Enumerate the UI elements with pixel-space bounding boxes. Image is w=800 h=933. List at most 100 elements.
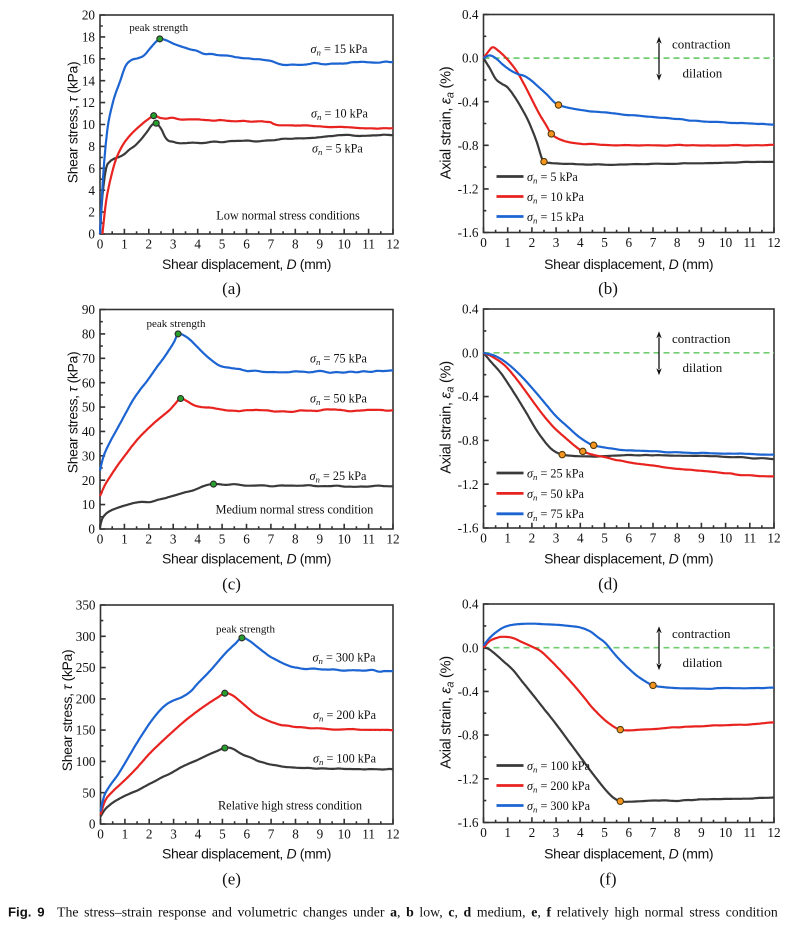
svg-text:0.0: 0.0 bbox=[462, 640, 479, 655]
svg-text:σn = 300 kPa: σn = 300 kPa bbox=[313, 651, 377, 667]
svg-text:6: 6 bbox=[626, 531, 633, 546]
svg-text:12: 12 bbox=[767, 235, 780, 250]
svg-text:0: 0 bbox=[88, 522, 95, 537]
svg-text:4: 4 bbox=[194, 237, 201, 252]
svg-text:4: 4 bbox=[194, 532, 201, 547]
svg-text:Axial strain, εa (%): Axial strain, εa (%) bbox=[439, 67, 457, 180]
svg-text:σn = 200 kPa: σn = 200 kPa bbox=[313, 708, 377, 724]
svg-text:8: 8 bbox=[674, 531, 681, 546]
svg-text:Shear stress, τ (kPa): Shear stress, τ (kPa) bbox=[65, 352, 81, 474]
svg-text:11: 11 bbox=[743, 531, 756, 546]
svg-text:σn = 25 kPa: σn = 25 kPa bbox=[310, 469, 367, 485]
svg-text:0.4: 0.4 bbox=[462, 597, 479, 612]
svg-text:10: 10 bbox=[82, 497, 96, 512]
svg-text:-0.4: -0.4 bbox=[458, 684, 479, 699]
svg-text:4: 4 bbox=[195, 827, 202, 842]
svg-text:60: 60 bbox=[82, 375, 96, 390]
svg-text:4: 4 bbox=[577, 825, 584, 840]
svg-text:Medium normal stress condition: Medium normal stress condition bbox=[216, 503, 374, 517]
svg-text:6: 6 bbox=[88, 161, 95, 176]
svg-text:5: 5 bbox=[601, 825, 608, 840]
svg-text:(c): (c) bbox=[222, 575, 241, 594]
svg-text:σn = 75 kPa: σn = 75 kPa bbox=[310, 352, 367, 368]
svg-text:8: 8 bbox=[88, 139, 95, 154]
svg-text:1: 1 bbox=[122, 827, 129, 842]
svg-text:9: 9 bbox=[317, 532, 324, 547]
svg-text:9: 9 bbox=[698, 531, 705, 546]
svg-text:2: 2 bbox=[529, 825, 536, 840]
svg-text:-1.6: -1.6 bbox=[458, 815, 479, 830]
svg-text:10: 10 bbox=[338, 237, 352, 252]
svg-text:2: 2 bbox=[146, 237, 153, 252]
svg-text:1: 1 bbox=[504, 825, 511, 840]
svg-text:(f): (f) bbox=[600, 870, 617, 889]
svg-text:σn = 15 kPa: σn = 15 kPa bbox=[311, 42, 368, 58]
svg-text:50: 50 bbox=[82, 400, 96, 415]
svg-text:50: 50 bbox=[82, 785, 96, 800]
svg-text:10: 10 bbox=[338, 827, 352, 842]
svg-text:2: 2 bbox=[529, 531, 536, 546]
svg-text:90: 90 bbox=[82, 302, 96, 317]
svg-text:350: 350 bbox=[76, 598, 96, 613]
svg-text:7: 7 bbox=[268, 237, 275, 252]
svg-text:0: 0 bbox=[97, 532, 104, 547]
svg-text:2: 2 bbox=[146, 532, 153, 547]
svg-text:11: 11 bbox=[743, 235, 756, 250]
svg-text:8: 8 bbox=[292, 237, 299, 252]
svg-text:σn = 100 kPa: σn = 100 kPa bbox=[527, 759, 591, 775]
svg-text:0: 0 bbox=[97, 827, 104, 842]
svg-text:6: 6 bbox=[244, 827, 251, 842]
svg-text:1: 1 bbox=[121, 532, 128, 547]
svg-text:12: 12 bbox=[386, 827, 399, 842]
svg-text:4: 4 bbox=[577, 531, 584, 546]
svg-text:-1.2: -1.2 bbox=[458, 771, 479, 786]
svg-text:11: 11 bbox=[362, 237, 375, 252]
svg-text:3: 3 bbox=[170, 827, 177, 842]
svg-text:8: 8 bbox=[674, 825, 681, 840]
svg-text:-0.8: -0.8 bbox=[458, 728, 479, 743]
svg-text:0.4: 0.4 bbox=[462, 302, 479, 317]
svg-text:Relative high stress condition: Relative high stress condition bbox=[218, 799, 362, 813]
svg-text:7: 7 bbox=[650, 531, 657, 546]
svg-text:Shear displacement, D (mm): Shear displacement, D (mm) bbox=[544, 550, 713, 566]
svg-text:(d): (d) bbox=[598, 575, 618, 594]
svg-text:40: 40 bbox=[82, 424, 96, 439]
svg-text:4: 4 bbox=[577, 235, 584, 250]
svg-text:4: 4 bbox=[88, 183, 95, 198]
svg-text:18: 18 bbox=[82, 30, 96, 45]
svg-text:-1.6: -1.6 bbox=[458, 521, 479, 536]
svg-text:12: 12 bbox=[767, 531, 780, 546]
svg-text:5: 5 bbox=[601, 235, 608, 250]
svg-text:-1.6: -1.6 bbox=[458, 225, 479, 240]
svg-text:σn = 50 kPa: σn = 50 kPa bbox=[310, 392, 367, 408]
svg-text:σn = 5 kPa: σn = 5 kPa bbox=[312, 142, 363, 158]
svg-text:12: 12 bbox=[386, 532, 399, 547]
svg-text:σn = 100 kPa: σn = 100 kPa bbox=[313, 752, 377, 768]
svg-text:Axial strain, εa (%): Axial strain, εa (%) bbox=[439, 361, 457, 474]
svg-text:10: 10 bbox=[719, 235, 733, 250]
svg-text:30: 30 bbox=[82, 448, 96, 463]
svg-text:dilation: dilation bbox=[683, 655, 723, 670]
svg-text:0: 0 bbox=[97, 237, 104, 252]
svg-text:1: 1 bbox=[504, 235, 511, 250]
svg-text:10: 10 bbox=[719, 531, 733, 546]
svg-text:2: 2 bbox=[529, 235, 536, 250]
svg-text:3: 3 bbox=[553, 531, 560, 546]
svg-text:200: 200 bbox=[76, 692, 96, 707]
svg-text:250: 250 bbox=[76, 660, 96, 675]
svg-text:20: 20 bbox=[82, 8, 96, 23]
svg-text:5: 5 bbox=[601, 531, 608, 546]
svg-text:σn = 50 kPa: σn = 50 kPa bbox=[527, 487, 584, 503]
svg-text:8: 8 bbox=[674, 235, 681, 250]
svg-text:peak strength: peak strength bbox=[216, 624, 275, 636]
svg-text:0.0: 0.0 bbox=[462, 345, 479, 360]
svg-text:0: 0 bbox=[480, 235, 487, 250]
svg-text:10: 10 bbox=[719, 825, 733, 840]
svg-text:80: 80 bbox=[82, 327, 96, 342]
svg-text:7: 7 bbox=[650, 235, 657, 250]
svg-text:12: 12 bbox=[82, 95, 95, 110]
svg-text:Shear stress, τ (kPa): Shear stress, τ (kPa) bbox=[59, 650, 75, 772]
svg-text:0.0: 0.0 bbox=[462, 51, 479, 66]
svg-text:12: 12 bbox=[767, 825, 780, 840]
svg-text:(a): (a) bbox=[222, 279, 241, 298]
